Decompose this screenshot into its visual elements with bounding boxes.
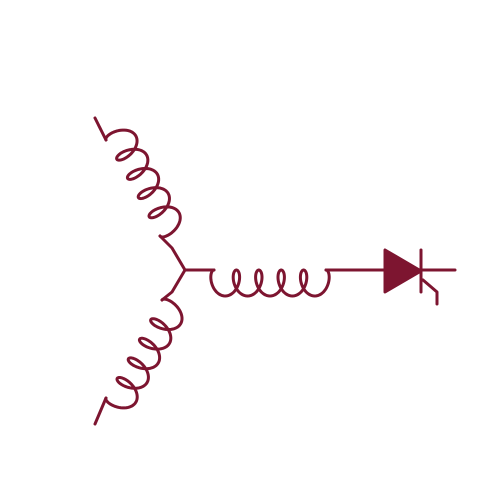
gate-lead	[421, 278, 439, 306]
diode-triangle	[383, 248, 423, 294]
wire	[158, 234, 187, 272]
inductor-coil	[104, 297, 184, 410]
wire	[93, 116, 108, 142]
wire	[160, 268, 187, 302]
inductor-coil	[104, 128, 182, 239]
wire	[93, 396, 108, 426]
inductor-coil	[209, 268, 331, 298]
